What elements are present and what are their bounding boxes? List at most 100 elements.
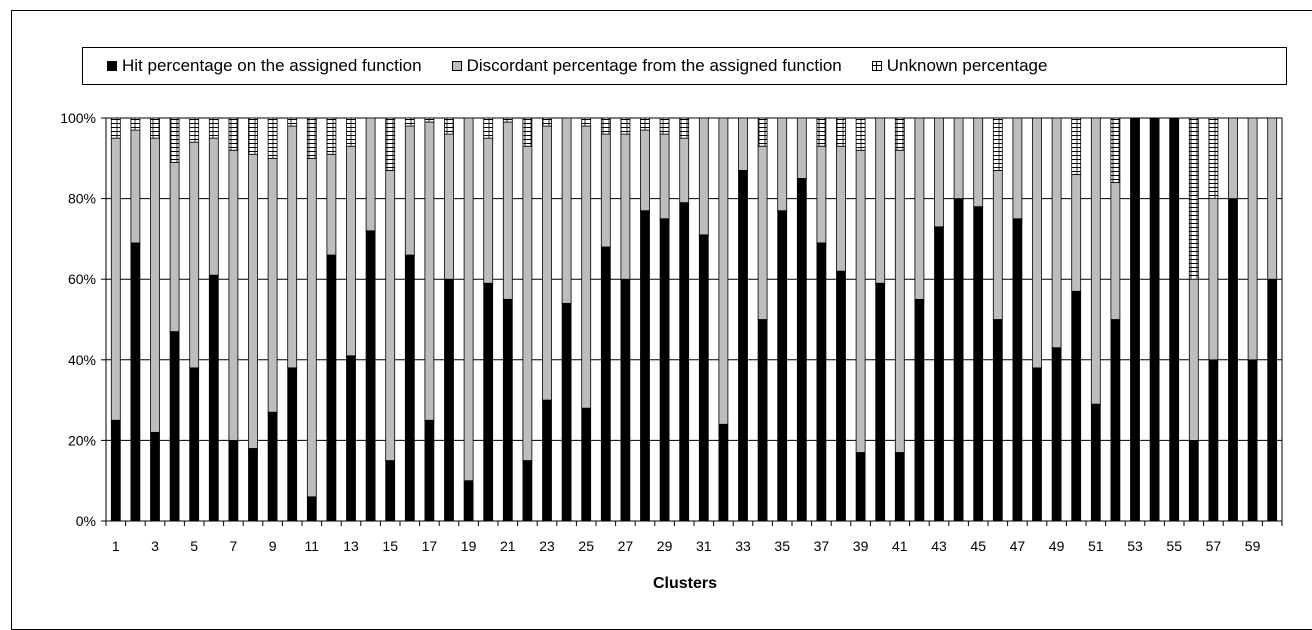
bar-hit bbox=[836, 270, 846, 522]
bar-hit bbox=[1228, 198, 1238, 522]
bar-unknown bbox=[600, 117, 611, 135]
x-tick-label: 21 bbox=[500, 538, 516, 554]
x-tick-label: 57 bbox=[1206, 538, 1222, 554]
x-tick-label: 27 bbox=[618, 538, 634, 554]
bar-unknown bbox=[757, 117, 768, 147]
bar-hit bbox=[875, 282, 886, 522]
bar-unknown bbox=[208, 117, 219, 139]
bar-hit bbox=[365, 230, 376, 522]
bar-discordant bbox=[620, 133, 631, 280]
x-tick-label: 1 bbox=[112, 538, 120, 554]
axes: 0%20%40%60%80%100%1 3 5 7 9 11 13 15 17 19 21 23 25 2… bbox=[60, 110, 1283, 554]
bar-hit bbox=[796, 178, 807, 522]
bar-unknown bbox=[542, 117, 552, 127]
bar-discordant bbox=[169, 161, 180, 332]
x-tick-label: 19 bbox=[461, 538, 477, 554]
bar-discordant bbox=[1208, 198, 1219, 361]
bar-unknown bbox=[1188, 117, 1199, 280]
bar-hit bbox=[698, 234, 709, 522]
y-tick-label: 0% bbox=[76, 513, 96, 529]
bar-discordant bbox=[189, 141, 200, 369]
bar-unknown bbox=[992, 117, 1003, 171]
x-tick-label: 11 bbox=[305, 538, 320, 554]
x-tick-label: 43 bbox=[931, 538, 947, 554]
bar-hit bbox=[894, 452, 905, 522]
bar-discordant bbox=[836, 145, 846, 272]
legend-item-hit: Hit percentage on the assigned function bbox=[107, 56, 422, 76]
bar-hit bbox=[1130, 117, 1140, 522]
x-tick-label: 15 bbox=[382, 538, 398, 554]
bar-hit bbox=[150, 431, 160, 522]
bar-discordant bbox=[306, 157, 317, 498]
x-tick-label: 31 bbox=[696, 538, 712, 554]
y-tick-label: 60% bbox=[68, 271, 96, 287]
bar-unknown bbox=[1110, 117, 1121, 183]
bar-discordant bbox=[1090, 117, 1101, 405]
bar-unknown bbox=[385, 117, 396, 171]
bar-unknown bbox=[620, 117, 631, 135]
bar-discordant bbox=[110, 137, 121, 421]
bar-discordant bbox=[483, 137, 494, 284]
bar-hit bbox=[483, 282, 494, 522]
bar-discordant bbox=[777, 117, 788, 212]
bar-discordant bbox=[502, 121, 513, 300]
bar-hit bbox=[404, 254, 415, 522]
bar-unknown bbox=[248, 117, 258, 155]
bar-hit bbox=[1012, 218, 1023, 522]
x-tick-label: 29 bbox=[657, 538, 673, 554]
bar-unknown bbox=[836, 117, 846, 147]
x-tick-label: 35 bbox=[774, 538, 790, 554]
legend-label-unknown: Unknown percentage bbox=[886, 56, 1048, 75]
legend-swatch-unknown bbox=[871, 61, 882, 71]
bar-unknown bbox=[894, 117, 905, 151]
bar-discordant bbox=[228, 149, 239, 441]
bar-discordant bbox=[894, 149, 905, 453]
bar-discordant bbox=[424, 121, 435, 421]
bar-unknown bbox=[267, 117, 278, 159]
bar-discordant bbox=[698, 117, 709, 236]
bar-discordant bbox=[326, 153, 337, 256]
bar-hit bbox=[189, 367, 200, 522]
bar-hit bbox=[561, 302, 572, 522]
bar-discordant bbox=[679, 137, 690, 204]
bar-discordant bbox=[816, 145, 827, 244]
x-tick-label: 47 bbox=[1010, 538, 1026, 554]
bar-hit bbox=[1208, 359, 1219, 522]
bar-hit bbox=[542, 399, 552, 522]
bar-hit bbox=[208, 274, 219, 522]
bar-unknown bbox=[306, 117, 317, 159]
x-tick-label: 45 bbox=[970, 538, 986, 554]
bar-hit bbox=[1090, 403, 1101, 522]
bar-hit bbox=[346, 355, 356, 522]
bar-hit bbox=[992, 319, 1003, 522]
y-tick-label: 40% bbox=[68, 352, 96, 368]
bar-discordant bbox=[973, 117, 984, 208]
bar-hit bbox=[248, 448, 258, 522]
bar-discordant bbox=[659, 133, 670, 220]
bar-hit bbox=[738, 169, 748, 522]
bar-hit bbox=[287, 367, 298, 522]
bar-discordant bbox=[934, 117, 944, 228]
y-tick-label: 100% bbox=[60, 110, 96, 126]
bar-unknown bbox=[110, 117, 121, 139]
legend-item-discordant: Discordant percentage from the assigned … bbox=[451, 56, 842, 76]
legend-swatch-hit bbox=[107, 61, 117, 71]
bar-hit bbox=[777, 210, 788, 522]
y-tick-label: 20% bbox=[68, 432, 96, 448]
bar-unknown bbox=[640, 117, 650, 131]
gridlines bbox=[106, 117, 1282, 522]
bar-hit bbox=[1051, 347, 1062, 522]
bar-unknown bbox=[444, 117, 454, 135]
bar-hit bbox=[934, 226, 944, 522]
bar-hit bbox=[855, 452, 866, 522]
bar-discordant bbox=[542, 125, 552, 401]
bar-unknown bbox=[816, 117, 827, 147]
bar-discordant bbox=[640, 129, 650, 212]
bar-discordant bbox=[522, 145, 533, 461]
bar-unknown bbox=[855, 117, 866, 151]
x-tick-label: 33 bbox=[735, 538, 751, 554]
bar-unknown bbox=[326, 117, 337, 155]
bar-discordant bbox=[561, 117, 572, 304]
bar-hit bbox=[306, 496, 317, 522]
bar-hit bbox=[444, 278, 454, 522]
